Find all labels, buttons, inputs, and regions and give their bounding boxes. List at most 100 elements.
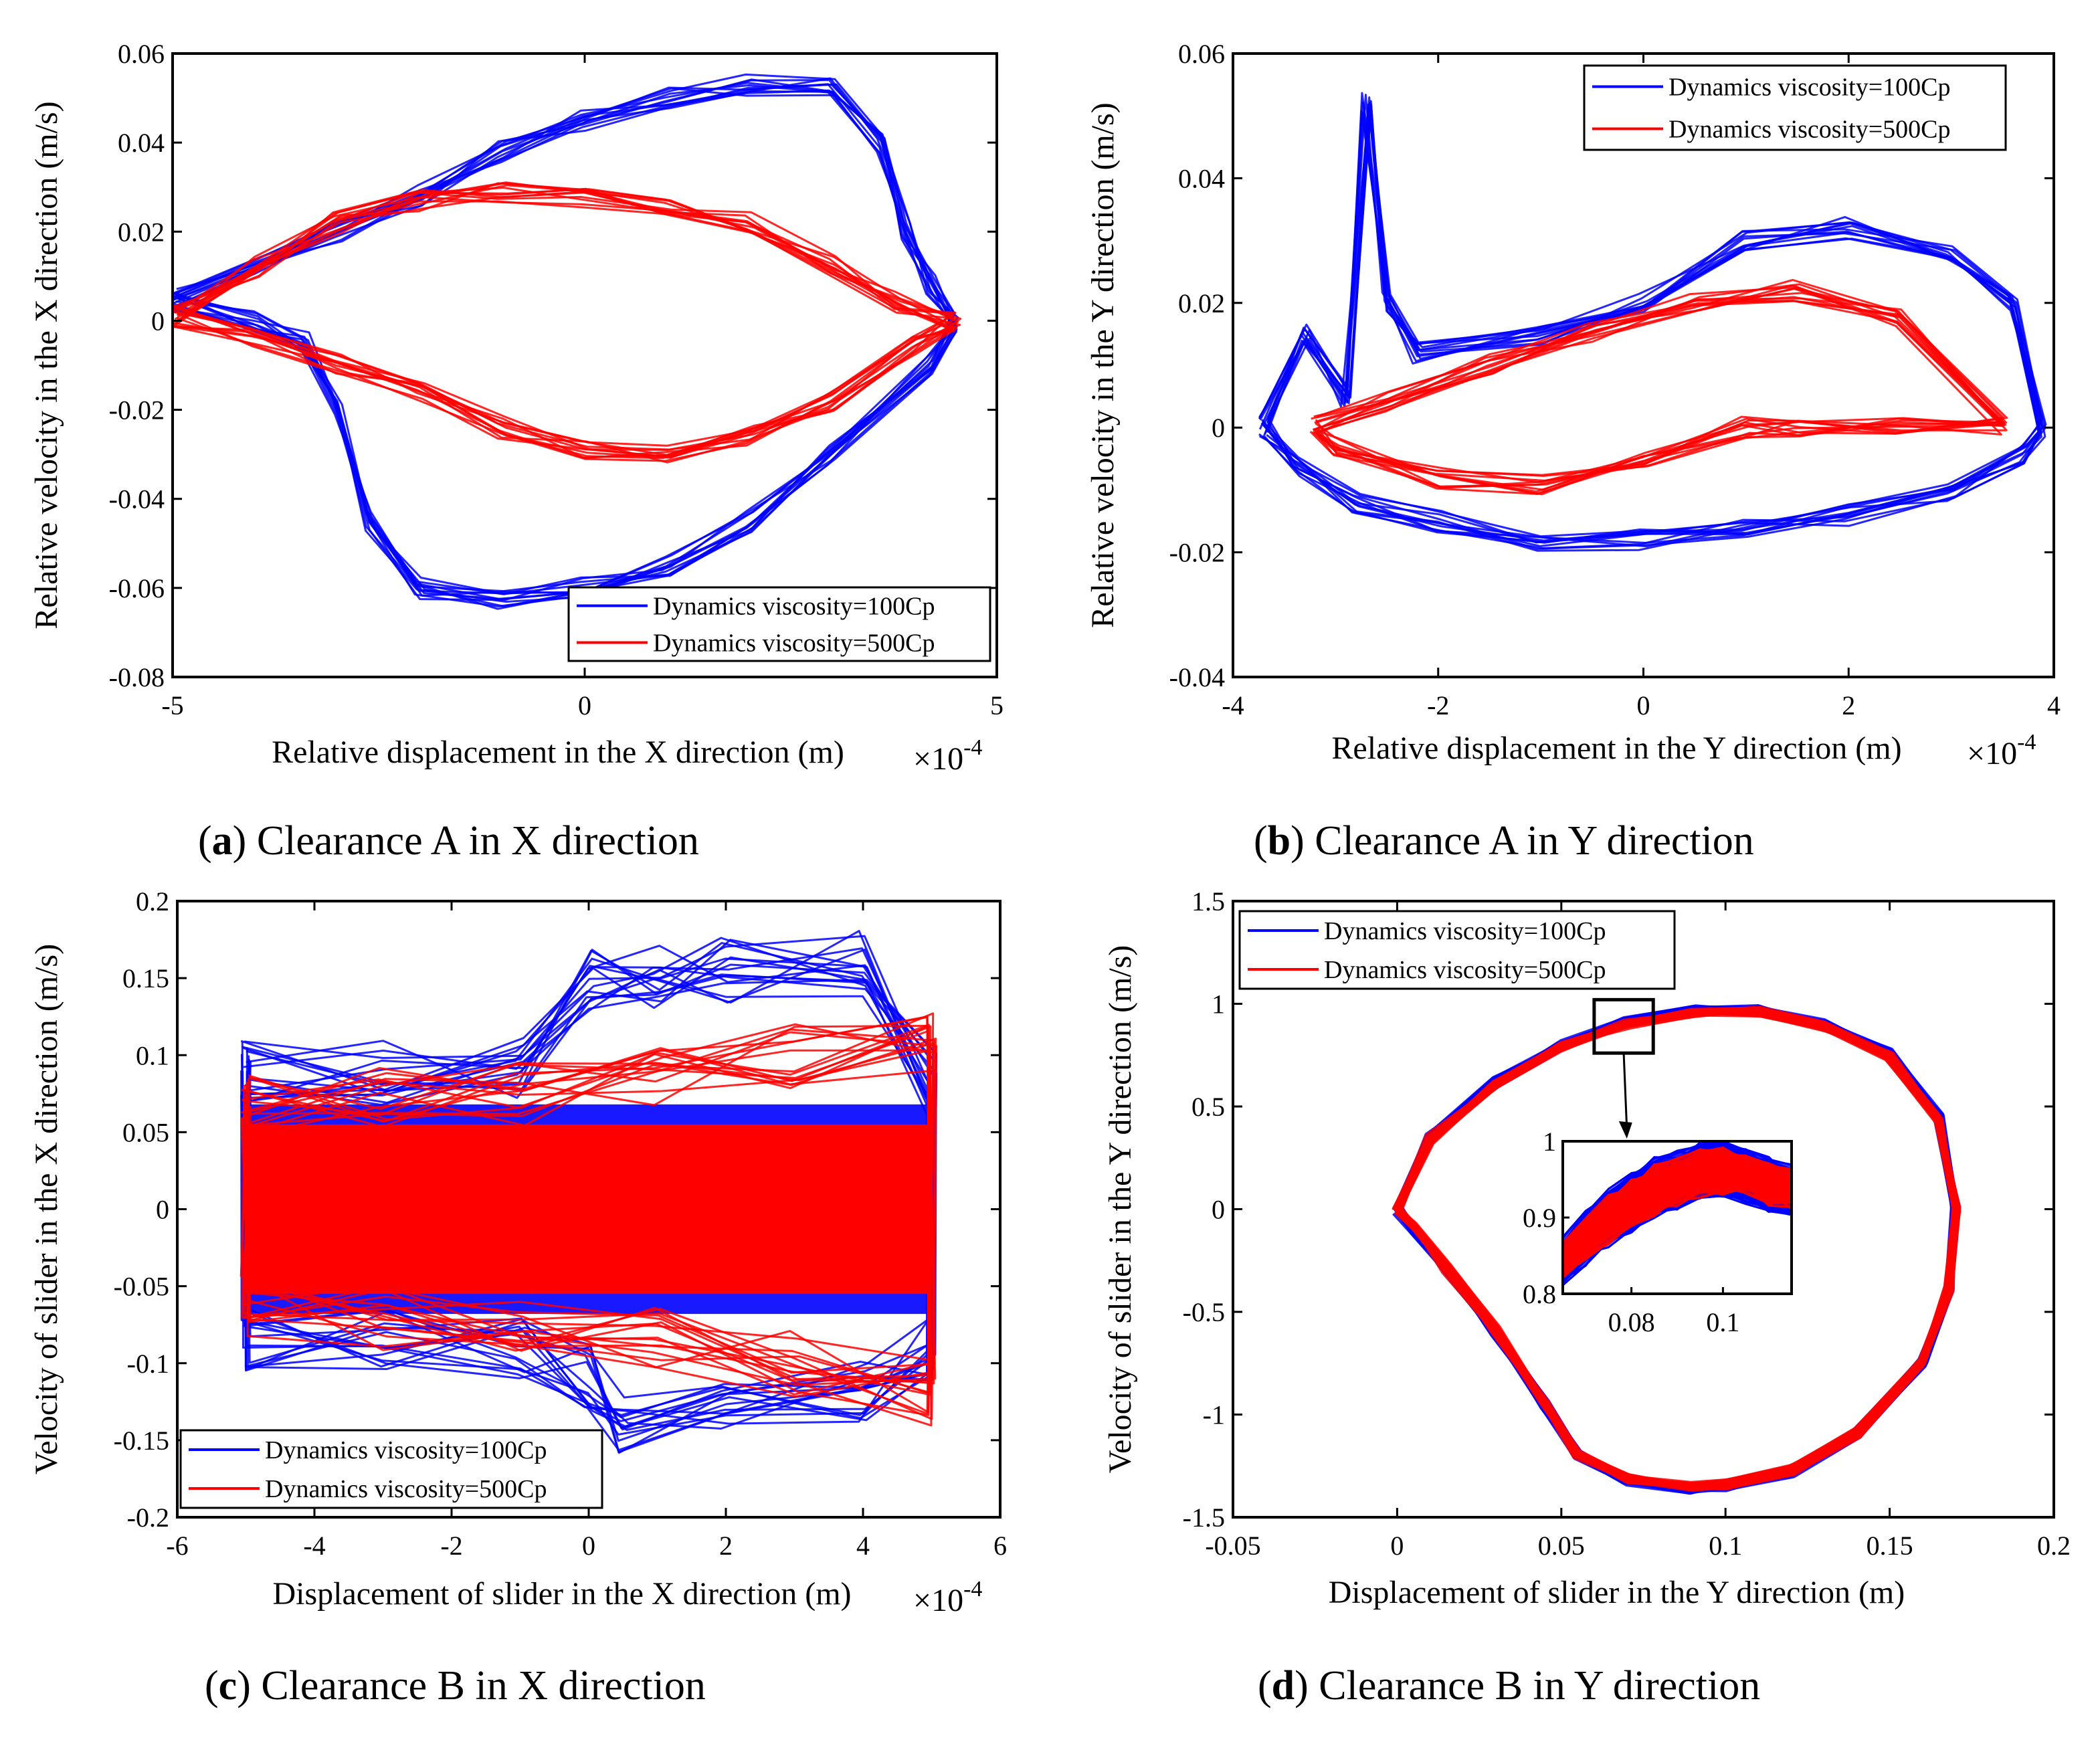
series-500cp-line [172,182,962,451]
y-axis-label: Relative velocity in the Y direction (m/… [1085,102,1121,628]
x-axis-label: Displacement of slider in the X directio… [272,1576,851,1612]
panel-b: -0.04 -0.02 0 0.02 0.04 0.06 -4 -2 0 2 4 Relative d… [1085,39,2061,771]
x-tick-label: 0.1 [1709,1531,1742,1561]
legend-label-line-500cp: Dynamics viscosity=500Cp [265,1475,547,1503]
panel-a: -0.08 -0.06 -0.04 -0.02 0 0.02 0.04 0.06 -5 0 5 Rel… [29,39,1004,777]
caption-a-letter: a [211,818,233,864]
caption-a: (a) Clearance A in X direction [198,818,699,864]
x-tick-label: 0 [1637,690,1650,720]
x-tick-label: 0.15 [1867,1531,1913,1561]
caption-a-text: Clearance A in X direction [246,818,699,864]
caption-d-text: Clearance B in Y direction [1308,1663,1761,1709]
x-exponent: ×10-4 [913,735,982,777]
y-tick-label: 0.02 [1178,288,1225,318]
legend-label-line-100cp: Dynamics viscosity=100Cp [653,593,935,621]
caption-c-text: Clearance B in X direction [250,1663,706,1709]
legend-label-line-100cp: Dynamics viscosity=100Cp [265,1436,547,1464]
y-tick-label: 0.04 [1178,163,1225,193]
inset-y-tick-label: 0.9 [1523,1203,1556,1233]
x-exponent: ×10-4 [1967,730,2036,771]
x-tick-label: 2 [719,1531,733,1561]
series-100cp-line [1260,102,2040,548]
legend-box [1238,910,1676,990]
x-tick-label: -2 [440,1531,462,1561]
panel-d: -1.5 -1 -0.5 0 0.5 1 1.5 -0.05 0 0.05 0.1 0.15 0.2 Di… [1103,886,2071,1610]
caption-b: (b) Clearance A in Y direction [1254,818,1754,864]
y-tick-label: -0.02 [1169,538,1225,568]
x-tick-label: 4 [856,1531,870,1561]
series-500cp-line [1395,1011,1958,1492]
zoom-box [1592,997,1655,1055]
x-axis-label: Relative displacement in the Y direction… [1331,731,1901,766]
y-tick-label: -1.5 [1183,1503,1225,1533]
x-tick-label: 0 [582,1531,595,1561]
x-tick-label: -4 [1222,690,1244,720]
y-tick-label: 0.5 [1191,1092,1225,1122]
y-axis-label: Velocity of slider in the X direction (m… [29,944,64,1474]
x-tick-label: 5 [990,690,1004,720]
y-axis-label: Velocity of slider in the Y direction (m… [1103,945,1138,1474]
x-tick-label: 0 [1390,1531,1404,1561]
x-tick-label: -2 [1427,690,1449,720]
legend-label-line-100cp: Dynamics viscosity=100Cp [1668,74,1950,102]
y-tick-label: -0.15 [114,1426,169,1456]
x-tick-label: -0.05 [1205,1531,1260,1561]
series-500cp-line [1311,287,2003,495]
series-500cp-line [174,181,955,458]
y-tick-label: -0.04 [109,484,165,514]
y-tick-label: -0.2 [127,1503,169,1533]
series-500cp-line [1312,279,2000,489]
x-axis-label: Relative displacement in the X direction… [272,735,844,770]
series-500cp-band [246,1124,932,1294]
y-tick-label: -0.08 [109,662,165,692]
y-tick-label: -0.06 [109,573,165,603]
y-tick-label: 0.02 [118,217,165,247]
zoom-arrow-head [1618,1121,1632,1139]
x-tick-label: 0.05 [1538,1531,1585,1561]
x-tick-label: 2 [1842,690,1855,720]
inset-x-tick-label: 0.08 [1608,1307,1655,1337]
y-tick-label: -0.5 [1183,1297,1225,1327]
y-tick-label: -0.05 [114,1272,169,1302]
legend-box [567,586,991,662]
x-exponent-power: -4 [2017,730,2036,755]
caption-b-letter: b [1267,818,1291,864]
x-axis-label: Displacement of slider in the Y directio… [1329,1575,1905,1610]
x-exponent-power: -4 [963,735,982,760]
x-tick-label: -6 [166,1531,188,1561]
x-exponent-power: -4 [963,1577,982,1602]
x-tick-label: -5 [161,690,183,720]
series-100cp-line [1260,108,2042,543]
series-500cp-line [1314,297,2008,476]
legend-b: Dynamics viscosity=100Cp Dynamics viscosi… [1583,64,2007,151]
legend-box [1583,64,2007,151]
legend-box [179,1429,603,1509]
series-500cp-line [245,1024,933,1427]
y-tick-label: 0.06 [118,39,165,69]
legend-a: Dynamics viscosity=100Cp Dynamics viscosi… [567,586,991,662]
y-tick-label: 0 [156,1195,169,1225]
x-tick-label: -4 [303,1531,325,1561]
legend-c: Dynamics viscosity=100Cp Dynamics viscosi… [179,1429,603,1509]
legend-label-line-500cp: Dynamics viscosity=500Cp [1324,956,1606,984]
y-tick-label: 0 [151,306,165,336]
legend-label-line-500cp: Dynamics viscosity=500Cp [1668,116,1950,144]
y-tick-label: 0.06 [1178,39,1225,69]
y-tick-label: 0.2 [136,886,169,916]
y-axis-label: Relative velocity in the X direction (m/… [29,101,64,629]
y-tick-label: 0.05 [122,1117,169,1147]
x-exponent: ×10-4 [913,1577,982,1618]
caption-d: (d) Clearance B in Y direction [1258,1663,1761,1709]
series-500cp-line [242,1023,934,1416]
inset-x-tick-label: 0.1 [1706,1307,1739,1337]
y-tick-label: 1 [1212,989,1225,1020]
legend-label-line-100cp: Dynamics viscosity=100Cp [1324,917,1606,945]
caption-b-text: Clearance A in Y direction [1304,818,1754,864]
y-tick-label: 0 [1212,413,1225,443]
series-500cp-line [242,1042,935,1415]
y-tick-label: -1 [1203,1400,1225,1430]
y-tick-label: -0.02 [109,395,165,425]
inset-y-tick-label: 1 [1543,1127,1556,1157]
